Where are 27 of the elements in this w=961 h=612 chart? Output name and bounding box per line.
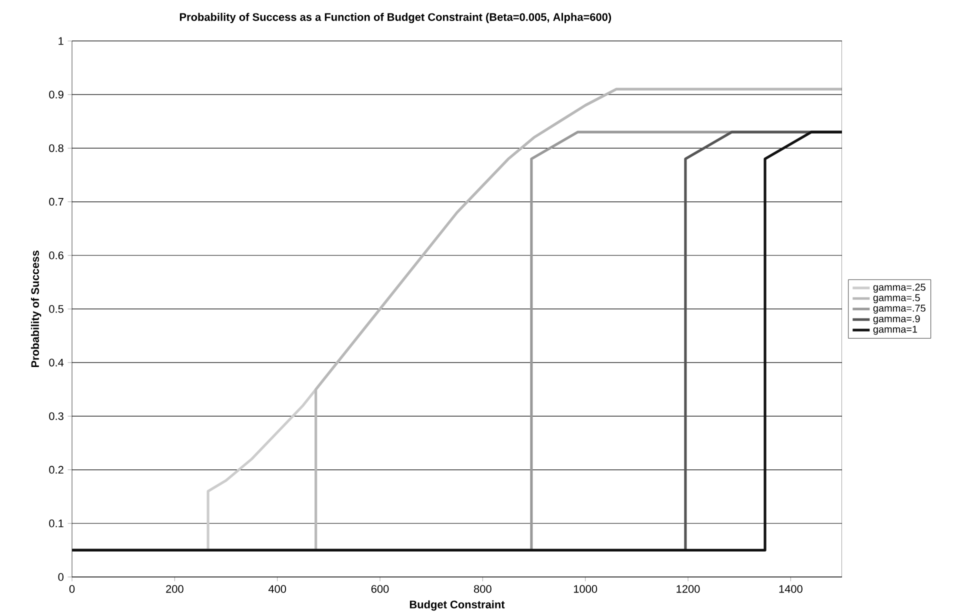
legend-label: gamma=1 — [873, 326, 918, 335]
y-tick-label: 0.2 — [49, 466, 64, 474]
x-axis-title: Budget Constraint — [410, 600, 505, 611]
y-tick-label: 0.9 — [49, 90, 64, 98]
y-tick-label: 0.3 — [49, 412, 64, 420]
y-tick-label: 0.7 — [49, 198, 64, 206]
y-tick-label: 0.1 — [49, 520, 64, 528]
y-tick-label: 0.8 — [49, 144, 64, 152]
y-tick-label: 0.5 — [49, 305, 64, 313]
x-tick-label: 400 — [268, 585, 286, 593]
y-tick-label: 0.4 — [49, 358, 64, 366]
y-axis-title: Probability of Success — [30, 250, 42, 368]
x-tick-label: 0 — [69, 585, 75, 593]
y-tick-label: 0.6 — [49, 252, 64, 260]
x-tick-label: 600 — [371, 585, 389, 593]
legend-label: gamma=.25 — [873, 284, 926, 293]
legend-label: gamma=.9 — [873, 315, 920, 324]
x-tick-label: 1400 — [779, 585, 802, 593]
y-tick-label: 0 — [58, 573, 64, 581]
x-tick-label: 200 — [166, 585, 184, 593]
x-tick-label: 800 — [474, 585, 492, 593]
y-tick-label: 1 — [58, 37, 64, 45]
x-tick-label: 1200 — [676, 585, 700, 593]
x-tick-label: 1000 — [574, 585, 598, 593]
legend-label: gamma=.75 — [873, 304, 926, 314]
chart-title: Probability of Success as a Function of Budget Constraint (Beta=0.005, Alpha=600) — [180, 12, 612, 24]
legend-label: gamma=.5 — [873, 294, 920, 304]
